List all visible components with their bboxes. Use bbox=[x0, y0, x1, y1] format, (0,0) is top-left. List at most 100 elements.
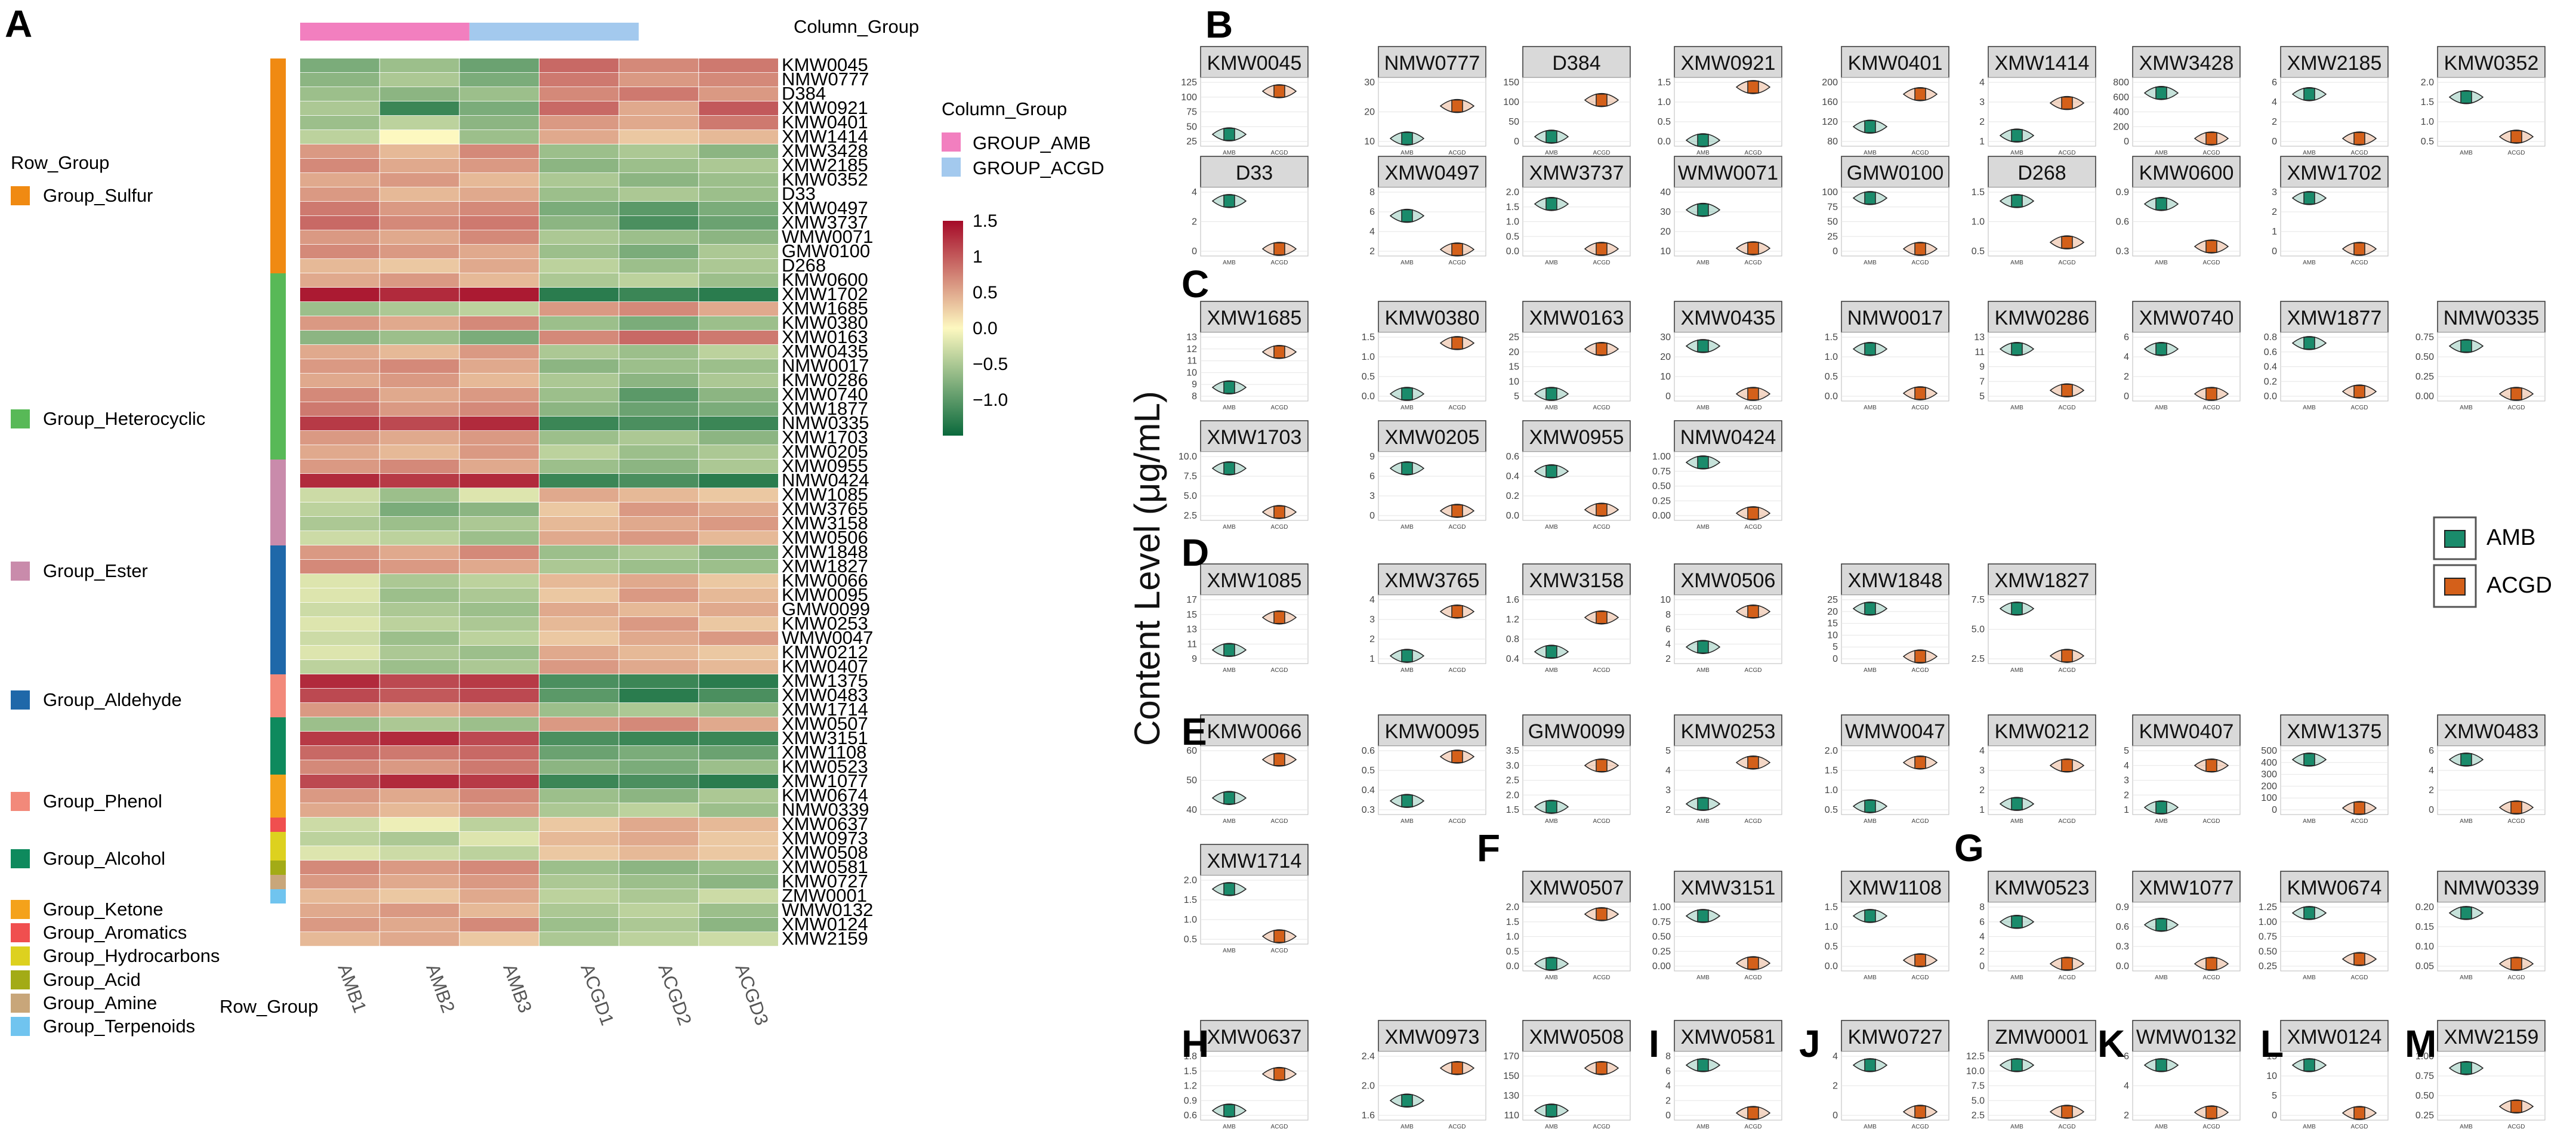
heatmap-cell bbox=[380, 159, 459, 173]
heatmap-cell bbox=[300, 245, 380, 259]
row-group-legend-label: Group_Amine bbox=[43, 992, 157, 1013]
acgd-box bbox=[1273, 85, 1285, 98]
y-tick-label: 1.0 bbox=[1184, 915, 1197, 925]
x-tick-label: ACGD bbox=[1271, 405, 1288, 411]
heatmap-cell bbox=[619, 488, 699, 502]
y-tick-label: 3 bbox=[1979, 766, 1985, 776]
heatmap-cell bbox=[380, 302, 459, 316]
y-tick-label: 2 bbox=[2272, 117, 2277, 127]
heatmap-cell bbox=[619, 846, 699, 861]
y-tick-label: 2.0 bbox=[1506, 902, 1519, 912]
heatmap-cell bbox=[619, 173, 699, 187]
row-group-legend-swatch bbox=[11, 409, 30, 428]
heatmap-cell bbox=[300, 445, 380, 460]
panel-label-d: D bbox=[1181, 531, 1210, 574]
boxplot-title: XMW1375 bbox=[2287, 720, 2382, 743]
heatmap-row-label: XMW1702 bbox=[782, 283, 868, 304]
y-tick-label: 4 bbox=[2124, 1081, 2129, 1091]
heatmap-row-label: XMW0637 bbox=[782, 813, 868, 834]
y-tick-label: 2.0 bbox=[1506, 187, 1519, 198]
y-tick-label: 0.50 bbox=[1652, 932, 1671, 942]
amb-box bbox=[1697, 640, 1709, 653]
heatmap-cell bbox=[539, 445, 619, 460]
boxplot-xmw3158: XMW3158 1.6 1.2 0.8 0.4 AMB ACGD bbox=[1487, 563, 1642, 684]
y-tick-label: 0.2 bbox=[1506, 491, 1519, 501]
heatmap-row-label: KMW0674 bbox=[782, 785, 868, 806]
heatmap-row-label: XMW1375 bbox=[782, 670, 868, 691]
heatmap-cell bbox=[619, 617, 699, 631]
heatmap-row-label: XMW0921 bbox=[782, 97, 868, 118]
boxplot-title: XMW1085 bbox=[1207, 569, 1302, 592]
amb-box bbox=[1864, 1059, 1876, 1072]
y-tick-label: 2.0 bbox=[1362, 1081, 1375, 1091]
y-tick-label: 8 bbox=[1369, 187, 1375, 198]
heatmap-cell bbox=[619, 316, 699, 331]
y-tick-label: 0 bbox=[1192, 246, 1197, 257]
row-group-legend-label: Group_Ketone bbox=[43, 899, 163, 920]
heatmap-cell bbox=[539, 717, 619, 732]
amb-box bbox=[1545, 198, 1557, 211]
heatmap-row-label: XMW3737 bbox=[782, 212, 868, 233]
acgd-box bbox=[2205, 132, 2217, 145]
boxplot-title: KMW0380 bbox=[1385, 307, 1480, 329]
heatmap-cell bbox=[539, 760, 619, 775]
y-tick-label: 100 bbox=[1822, 187, 1838, 198]
boxplot-area bbox=[1841, 902, 1949, 972]
heatmap-cell bbox=[380, 374, 459, 388]
heatmap-cell bbox=[619, 245, 699, 259]
heatmap-cell bbox=[300, 832, 380, 846]
heatmap-cell bbox=[619, 374, 699, 388]
x-tick-label: AMB bbox=[1223, 150, 1236, 156]
boxplot-title-strip bbox=[1378, 714, 1486, 747]
y-tick-label: 0.5 bbox=[1825, 942, 1838, 952]
boxplot-title-strip bbox=[1200, 1020, 1309, 1052]
amb-box bbox=[1223, 1104, 1235, 1117]
heatmap-cell bbox=[380, 588, 459, 603]
y-tick-label: 100 bbox=[1503, 97, 1519, 107]
x-tick-label: AMB bbox=[1864, 667, 1877, 674]
y-tick-label: 1.00 bbox=[1652, 902, 1671, 912]
boxplot-title-strip bbox=[1200, 301, 1309, 333]
heatmap-cell bbox=[459, 832, 539, 846]
boxplot-title: KMW0407 bbox=[2139, 720, 2234, 743]
heatmap-cell bbox=[459, 101, 539, 116]
x-tick-label: AMB bbox=[2010, 1124, 2023, 1130]
boxplot-title: XMW1703 bbox=[1207, 426, 1302, 449]
x-tick-label: ACGD bbox=[1745, 975, 1762, 981]
y-tick-label: 25 bbox=[1827, 595, 1838, 605]
y-tick-label: 0.5 bbox=[1184, 935, 1197, 945]
x-tick-label: AMB bbox=[1400, 260, 1414, 266]
amb-box bbox=[1401, 462, 1413, 475]
heatmap-cell bbox=[459, 818, 539, 832]
y-tick-label: 0.3 bbox=[2116, 942, 2129, 952]
boxplot-xmw1375: XMW1375 500 400 300 200 100 0 AMB ACGD bbox=[2245, 714, 2400, 835]
y-tick-label: 0 bbox=[2124, 137, 2129, 147]
row-group-bar bbox=[270, 875, 286, 889]
y-tick-label: 10 bbox=[1660, 246, 1671, 257]
y-tick-label: 0 bbox=[2429, 805, 2434, 815]
heatmap-cell bbox=[300, 101, 380, 116]
y-tick-label: 0 bbox=[2272, 1111, 2277, 1121]
acgd-box bbox=[2205, 1106, 2217, 1119]
amb-box bbox=[2460, 753, 2472, 766]
heatmap-cell bbox=[539, 130, 619, 144]
heatmap-cell bbox=[300, 173, 380, 187]
heatmap-cell bbox=[619, 689, 699, 703]
heatmap-cell bbox=[459, 732, 539, 746]
boxplot-title-strip bbox=[2437, 46, 2546, 78]
y-tick-label: 0 bbox=[1832, 654, 1838, 664]
amb-box bbox=[2303, 906, 2315, 920]
x-tick-label: ACGD bbox=[1912, 1124, 1929, 1130]
y-tick-label: 10 bbox=[1364, 137, 1375, 147]
heatmap-cell bbox=[539, 889, 619, 903]
x-tick-label: ACGD bbox=[2059, 975, 2076, 981]
x-tick-label: ACGD bbox=[2203, 150, 2220, 156]
y-tick-label: 2 bbox=[1979, 117, 1985, 127]
y-tick-label: 0.75 bbox=[2259, 932, 2277, 942]
heatmap-row-label: XMW0955 bbox=[782, 455, 868, 476]
boxplot-title: XMW3737 bbox=[1529, 162, 1624, 184]
heatmap-cell bbox=[699, 101, 778, 116]
y-tick-label: 2 bbox=[2124, 372, 2129, 382]
heatmap-cell bbox=[300, 402, 380, 417]
y-tick-label: 0 bbox=[1665, 391, 1671, 402]
